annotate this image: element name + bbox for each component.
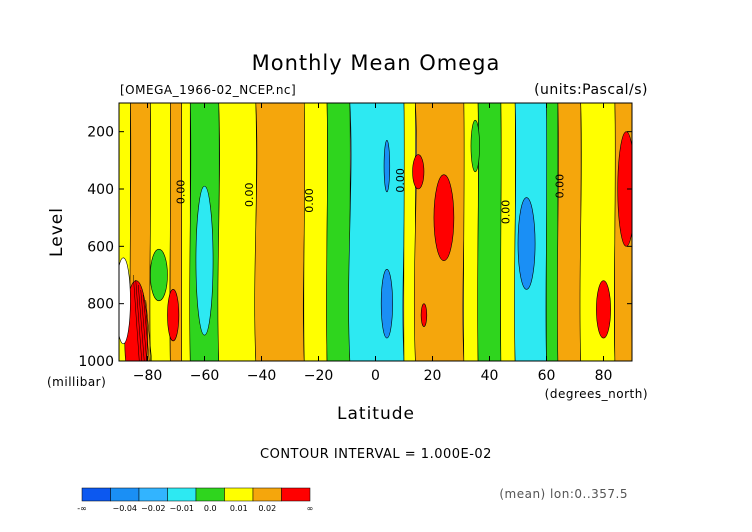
colorbar-tick-label-1: −0.04 [112,504,137,513]
colorbar-swatch-7 [281,487,311,502]
contour-patch-2 [150,248,168,302]
colorbar-tick-label-5: 0.01 [230,504,248,513]
x-tick-label-6: 40 [481,368,499,384]
y-tick-label-1: 400 [87,182,114,198]
contour-band-9 [326,103,351,361]
contour-patch-6 [380,268,393,339]
contour-label-0: 0.00 [175,180,188,205]
contour-label-3: 0.00 [394,168,407,193]
x-tick-label-5: 20 [424,368,442,384]
x-tick-label-1: −60 [190,368,220,384]
contour-patch-7 [412,154,425,190]
contour-patch-4 [195,185,214,336]
contour-label-2: 0.00 [303,188,316,213]
contour-label-4: 0.00 [499,200,512,225]
contour-patch-3 [167,289,180,342]
contour-band-18 [557,103,582,361]
colorbar-swatch-4 [195,487,225,502]
contour-patch-13 [470,119,480,173]
colorbar-tick-label-4: 0.0 [204,504,217,513]
x-tick-label-7: 60 [538,368,556,384]
contour-band-8 [303,103,328,361]
contour-patch-1 [119,257,131,345]
units-label: (units:Pascal/s) [534,82,648,98]
colorbar-tick-label-2: −0.02 [141,504,166,513]
contour-labels: 0.00 0.00 0.00 0.00 0.00 0.00 [175,168,567,224]
colorbar-tick-label-7: ∞ [307,504,314,513]
colorbar-tick-label-3: −0.01 [169,504,194,513]
contour-interval: CONTOUR INTERVAL = 1.000E-02 [260,447,492,462]
colorbar-tick-label-0: -∞ [77,504,87,513]
contour-label-1: 0.00 [243,182,256,207]
x-axis-units: (degrees_north) [545,387,648,401]
contour-band-14 [477,103,502,361]
y-tick-label-0: 200 [87,125,114,141]
contour-band-15 [500,103,516,361]
x-tick-label-3: −20 [304,368,334,384]
contour-band-6 [217,103,257,361]
y-axis-title: Level [47,207,67,257]
contour-hatch-4 [143,294,150,361]
colorbar-swatch-0 [81,487,111,502]
contour-band-4 [181,103,191,361]
colorbar-swatch-1 [110,487,140,502]
chart-title: Monthly Mean Omega [252,51,501,75]
contour-hatch-1 [135,279,142,361]
y-tick-label-3: 800 [87,297,114,313]
contour-band-17 [545,103,559,361]
contour-hatch-3 [140,289,147,361]
contour-label-5: 0.00 [554,174,567,199]
x-tick-label-0: −80 [133,368,163,384]
contour-band-11 [403,103,416,361]
x-axis-title: Latitude [337,404,415,424]
contour-patch-8 [433,174,455,261]
colorbar-swatch-3 [167,487,197,502]
contour-patch-10 [517,197,536,290]
y-tick-label-2: 600 [87,239,114,255]
contour-patch-12 [617,131,632,247]
colorbar-swatch-6 [252,487,282,502]
contour-fill [119,103,632,361]
colorbar: -∞ −0.04 −0.02 −0.01 0.0 0.01 0.02 ∞ [77,487,314,513]
contour-band-10 [348,103,406,361]
contour-hatch-5 [145,299,152,361]
contour-hatch-0 [133,274,140,361]
y-tick-label-4: 1000 [78,354,114,370]
x-axis-ticks: −80 −60 −40 −20 0 20 40 60 80 [133,103,613,384]
colorbar-swatch-5 [224,487,254,502]
colorbar-tick-label-6: 0.02 [258,504,276,513]
x-tick-label-2: −40 [247,368,277,384]
footer-mean-lon: (mean) lon:0..357.5 [499,487,628,501]
contour-patch-9 [420,303,428,327]
contour-band-7 [254,103,306,361]
contour-patch-11 [596,280,611,339]
file-label: [OMEGA_1966-02_NCEP.nc] [120,83,296,97]
contour-hatch-2 [138,284,145,361]
contour-patch-5 [383,139,391,193]
y-axis-units: (millibar) [47,375,106,389]
x-tick-label-4: 0 [371,368,380,384]
colorbar-swatch-2 [138,487,168,502]
x-tick-label-8: 80 [595,368,613,384]
y-axis-ticks: 200 400 600 800 1000 [78,125,632,370]
